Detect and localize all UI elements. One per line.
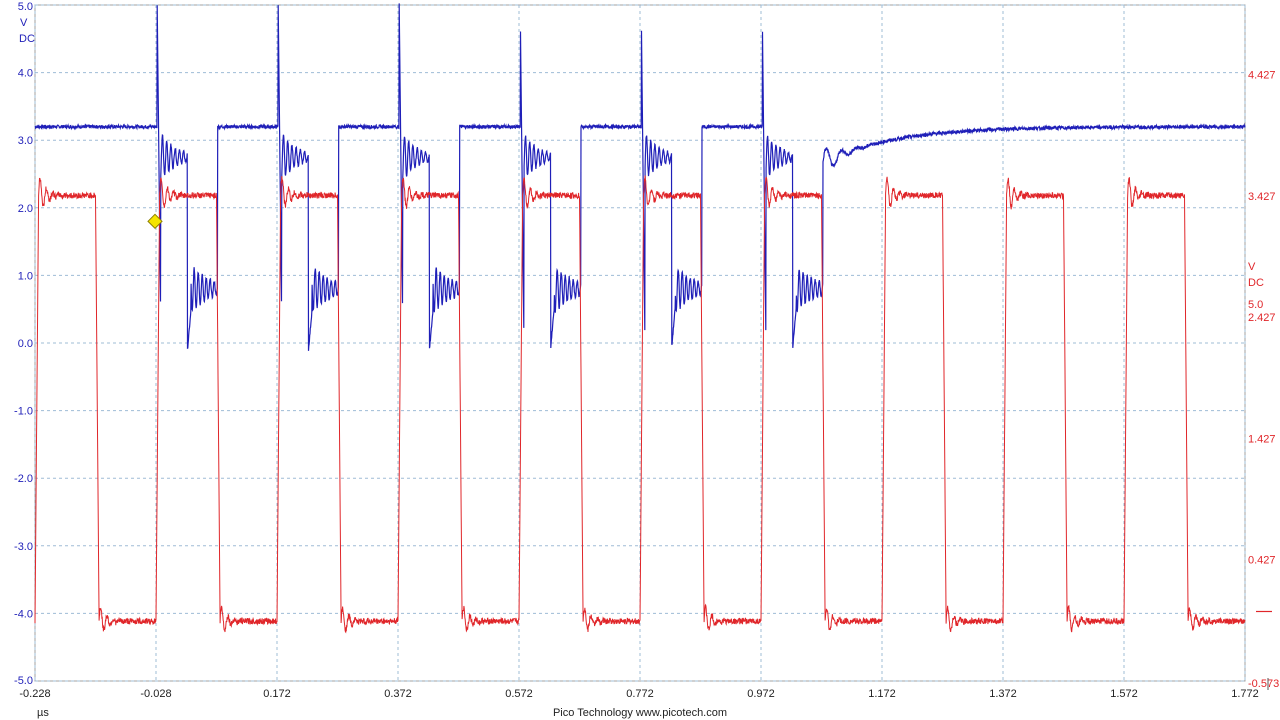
brand-footer: Pico Technology www.picotech.com — [553, 707, 727, 719]
x-axis-tick-label: 0.172 — [263, 688, 291, 700]
left-axis-tick-label: 5.0 — [18, 1, 33, 13]
left-axis-tick-label: 3.0 — [18, 135, 33, 147]
x-axis-tick-label: 0.372 — [384, 688, 412, 700]
x-axis-tick-label: -0.228 — [19, 688, 50, 700]
x-axis-tick-label: 0.572 — [505, 688, 533, 700]
right-axis-tick-label: -0.573 — [1248, 678, 1279, 690]
left-axis-tick-label: -5.0 — [14, 675, 33, 687]
left-axis-unit: V — [20, 17, 28, 29]
channel-b-trace — [34, 175, 1246, 634]
right-axis-tick-label: 1.427 — [1248, 433, 1276, 445]
traces — [34, 3, 1246, 634]
x-axis-tick-label: 1.572 — [1110, 688, 1138, 700]
markers — [147, 213, 1272, 690]
x-axis-tick-label: 1.772 — [1231, 688, 1259, 700]
grid — [34, 4, 1246, 682]
left-axis-tick-label: 4.0 — [18, 68, 33, 80]
right-axis-tick-label: 2.427 — [1248, 312, 1276, 324]
left-axis-tick-label: -3.0 — [14, 541, 33, 553]
x-axis-tick-label: 1.172 — [868, 688, 896, 700]
x-axis-tick-label: 1.372 — [989, 688, 1017, 700]
right-axis-coupling: DC — [1248, 277, 1264, 289]
trigger-marker — [147, 213, 163, 230]
channel-a-trace — [34, 3, 1246, 351]
left-axis: V DC 5.0 4.0 3.0 2.0 1.0 0.0 -1.0 -2.0 -3.0 -4.0 -… — [14, 1, 35, 687]
x-axis-unit: µs — [37, 707, 49, 719]
left-axis-tick-label: -4.0 — [14, 608, 33, 620]
x-axis-tick-label: 0.972 — [747, 688, 775, 700]
left-axis-tick-label: -2.0 — [14, 473, 33, 485]
left-axis-coupling: DC — [19, 33, 35, 45]
left-axis-tick-label: -1.0 — [14, 406, 33, 418]
left-axis-tick-label: 1.0 — [18, 270, 33, 282]
x-axis: -0.228 -0.028 0.172 0.372 0.572 0.772 0.972 1.1… — [19, 688, 1258, 700]
right-axis-tick-label: 0.427 — [1248, 555, 1276, 567]
left-axis-tick-label: 0.0 — [18, 338, 33, 350]
right-axis: V DC 5.0 4.427 3.427 2.427 1.427 0.427 -0.573 — [1248, 70, 1279, 690]
x-axis-tick-label: 0.772 — [626, 688, 654, 700]
right-axis-tick-label: 4.427 — [1248, 70, 1276, 82]
right-axis-unit: V — [1248, 261, 1256, 273]
right-axis-tick-label: 3.427 — [1248, 191, 1276, 203]
right-axis-tick-label: 5.0 — [1248, 299, 1263, 311]
x-axis-tick-label: -0.028 — [140, 688, 171, 700]
left-axis-tick-label: 2.0 — [18, 203, 33, 215]
